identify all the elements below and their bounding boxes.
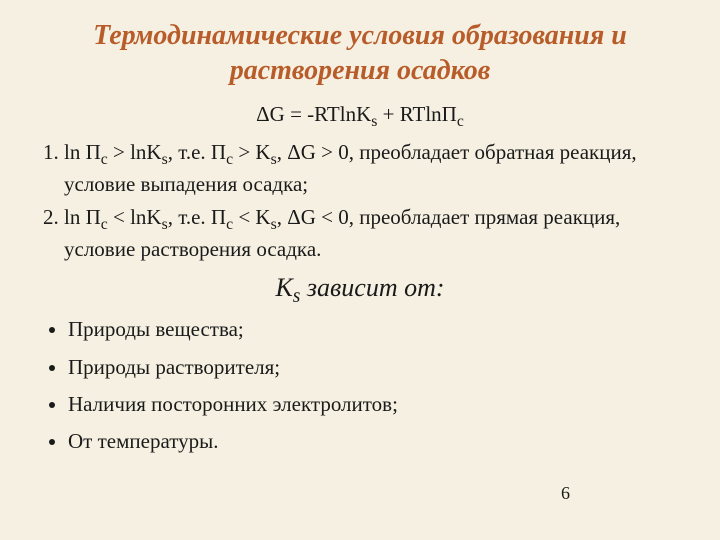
conditions-list: ln Пс > lnKs, т.е. Пс > Ks, ΔG > 0, прео… (40, 139, 680, 263)
equation-text-2: + RTlnП (377, 102, 456, 126)
c2-p2: < lnK (108, 205, 162, 229)
c1-p1: ln П (64, 140, 101, 164)
c2-p1: ln П (64, 205, 101, 229)
c2-p4: < K (233, 205, 271, 229)
depends-item-1: Природы вещества; (68, 316, 680, 343)
depends-list: Природы вещества; Природы растворителя; … (40, 316, 680, 455)
depends-item-2: Природы растворителя; (68, 354, 680, 381)
equation: ΔG = -RTlnKs + RTlnПс (40, 102, 680, 131)
c1-p4: > K (233, 140, 271, 164)
c2-s1: с (101, 216, 108, 233)
c1-s1: с (101, 151, 108, 168)
title-line-2: растворения осадков (230, 55, 491, 86)
slide-title: Термодинамические условия образования и … (40, 18, 680, 88)
condition-item-2: ln Пс < lnKs, т.е. Пс < Ks, ΔG < 0, прео… (64, 204, 680, 263)
c1-p2: > lnK (108, 140, 162, 164)
depends-item-3: Наличия посторонних электролитов; (68, 391, 680, 418)
subheading-p1: K (275, 273, 292, 302)
title-line-1: Термодинамические условия образования и (93, 20, 627, 51)
depends-item-4: От температуры. (68, 428, 680, 455)
page-number: 6 (561, 483, 570, 504)
condition-item-1: ln Пс > lnKs, т.е. Пс > Ks, ΔG > 0, прео… (64, 139, 680, 198)
subheading: Ks зависит от: (40, 273, 680, 308)
slide: Термодинамические условия образования и … (0, 0, 720, 540)
c2-p3: , т.е. П (168, 205, 226, 229)
c1-p3: , т.е. П (168, 140, 226, 164)
equation-sub-2: с (457, 113, 464, 130)
subheading-p2: зависит от: (300, 273, 444, 302)
equation-text: ΔG = -RTlnK (256, 102, 371, 126)
